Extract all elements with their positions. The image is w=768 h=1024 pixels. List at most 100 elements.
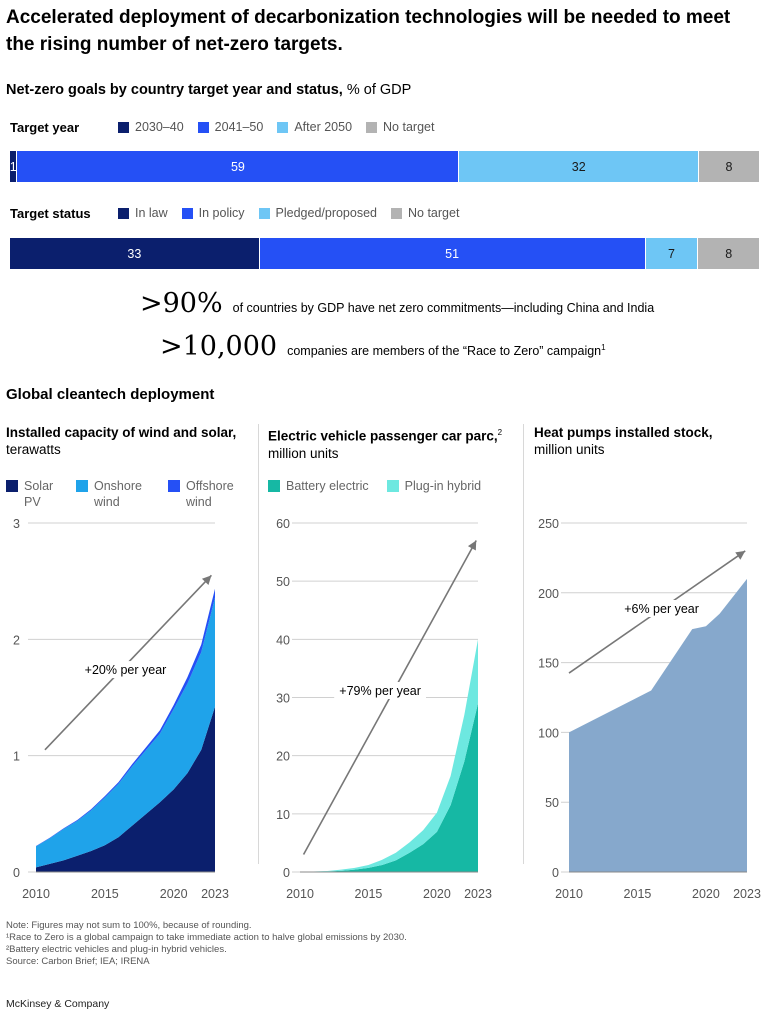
subtitle-bold: Net-zero goals by country target year an… bbox=[6, 82, 343, 98]
legend-item: Plug-in hybrid bbox=[386, 478, 482, 494]
bar-segment: 59 bbox=[17, 151, 460, 182]
y-tick-label: 200 bbox=[538, 587, 559, 601]
legend-item: Solar PV bbox=[6, 478, 58, 510]
bar-segment: 51 bbox=[259, 238, 646, 269]
panel-title-ev: Electric vehicle passenger car parc,2 mi… bbox=[268, 424, 523, 462]
stat-companies: >10,000 companies are members of the “Ra… bbox=[160, 331, 606, 362]
stat-big-number: >10,000 bbox=[160, 331, 278, 362]
legend-item: No target bbox=[366, 120, 434, 134]
y-tick-label: 3 bbox=[13, 517, 20, 531]
target-year-legend: 2030–40 2041–50 After 2050 No target bbox=[118, 120, 448, 134]
legend-swatch bbox=[386, 480, 399, 492]
x-tick-label: 2010 bbox=[286, 887, 314, 901]
footnote-marker: 2 bbox=[497, 428, 503, 437]
legend-label: In law bbox=[135, 206, 168, 220]
stat-gdp: >90% of countries by GDP have net zero c… bbox=[140, 288, 654, 319]
panel-divider bbox=[523, 424, 524, 864]
bar-segment: 7 bbox=[645, 238, 699, 269]
footnote-marker: 1 bbox=[601, 342, 606, 352]
panel-title-wind-solar: Installed capacity of wind and solar, te… bbox=[6, 424, 251, 458]
y-tick-label: 50 bbox=[276, 575, 290, 589]
legend-item: Offshore wind bbox=[168, 478, 242, 510]
x-tick-label: 2015 bbox=[624, 887, 652, 901]
y-tick-label: 20 bbox=[276, 750, 290, 764]
annotation-bg bbox=[79, 661, 172, 679]
target-year-bar: 1 59 32 8 bbox=[10, 151, 759, 182]
legend-item: In policy bbox=[181, 206, 245, 220]
legend-swatch bbox=[168, 480, 180, 492]
bar-segment: 33 bbox=[10, 238, 260, 269]
target-status-label: Target status bbox=[10, 206, 91, 221]
section-title: Global cleantech deployment bbox=[6, 386, 215, 403]
y-tick-label: 60 bbox=[276, 517, 290, 531]
panel-unit: terawatts bbox=[6, 442, 61, 457]
legend-label: After 2050 bbox=[294, 120, 353, 134]
x-tick-label: 2010 bbox=[555, 887, 583, 901]
area-series bbox=[36, 706, 215, 872]
legend-item: 2041–50 bbox=[197, 120, 263, 134]
trend-arrow-head bbox=[467, 540, 477, 551]
x-tick-label: 2020 bbox=[160, 887, 188, 901]
x-tick-label: 2015 bbox=[355, 887, 383, 901]
subtitle: Net-zero goals by country target year an… bbox=[6, 82, 411, 98]
stat-text-body: companies are members of the “Race to Ze… bbox=[287, 344, 602, 358]
panel-title-text: Installed capacity of wind and solar, bbox=[6, 425, 237, 440]
panel-legend-wind-solar: Solar PV Onshore wind Offshore wind bbox=[6, 478, 260, 510]
y-tick-label: 250 bbox=[538, 517, 559, 531]
y-tick-label: 10 bbox=[276, 808, 290, 822]
target-status-legend: In law In policy Pledged/proposed No tar… bbox=[118, 206, 473, 220]
legend-item: Onshore wind bbox=[76, 478, 150, 510]
area-series bbox=[569, 578, 747, 872]
panel-unit: million units bbox=[268, 445, 339, 461]
legend-label: 2030–40 bbox=[135, 120, 184, 134]
legend-item: No target bbox=[391, 206, 459, 220]
annotation-bg bbox=[618, 599, 705, 617]
legend-swatch bbox=[258, 207, 270, 219]
note-line: ¹Race to Zero is a global campaign to ta… bbox=[6, 932, 407, 943]
y-tick-label: 1 bbox=[13, 750, 20, 764]
legend-label: Solar PV bbox=[24, 479, 54, 509]
bar-segment: 8 bbox=[699, 151, 759, 182]
x-tick-label: 2010 bbox=[22, 887, 50, 901]
legend-swatch bbox=[6, 480, 18, 492]
y-tick-label: 40 bbox=[276, 633, 290, 647]
target-year-label: Target year bbox=[10, 120, 80, 135]
trend-arrow-head bbox=[201, 575, 212, 585]
trend-arrow-head bbox=[735, 550, 746, 560]
bar-segment: 8 bbox=[698, 238, 759, 269]
legend-swatch bbox=[76, 480, 88, 492]
legend-swatch bbox=[181, 207, 193, 219]
growth-annotation: +20% per year bbox=[85, 663, 167, 677]
x-tick-label: 2023 bbox=[201, 887, 229, 901]
y-tick-label: 0 bbox=[13, 866, 20, 880]
legend-label: Battery electric bbox=[286, 479, 369, 493]
legend-item: After 2050 bbox=[277, 120, 352, 134]
legend-label: Pledged/proposed bbox=[275, 206, 377, 220]
y-tick-label: 0 bbox=[552, 866, 559, 880]
subtitle-unit: % of GDP bbox=[346, 82, 412, 98]
panel-unit: million units bbox=[534, 442, 605, 457]
legend-label: Plug-in hybrid bbox=[404, 479, 482, 493]
note-line: Source: Carbon Brief; IEA; IRENA bbox=[6, 956, 150, 967]
x-tick-label: 2020 bbox=[692, 887, 720, 901]
growth-annotation: +79% per year bbox=[339, 684, 421, 698]
notes: Note: Figures may not sum to 100%, becau… bbox=[6, 920, 407, 968]
stat-text: companies are members of the “Race to Ze… bbox=[287, 343, 605, 358]
legend-swatch bbox=[277, 121, 289, 133]
legend-label: Onshore wind bbox=[94, 479, 142, 509]
panel-title-text: Heat pumps installed stock, bbox=[534, 425, 713, 440]
panel-divider bbox=[258, 424, 259, 864]
legend-swatch bbox=[118, 121, 129, 133]
y-tick-label: 50 bbox=[545, 796, 559, 810]
growth-annotation: +6% per year bbox=[624, 602, 699, 616]
bar-segment: 32 bbox=[459, 151, 700, 182]
target-status-bar: 33 51 7 8 bbox=[10, 238, 759, 269]
y-tick-label: 30 bbox=[276, 692, 290, 706]
legend-swatch bbox=[391, 207, 402, 219]
legend-swatch bbox=[197, 121, 209, 133]
panel-title-heat-pumps: Heat pumps installed stock, million unit… bbox=[534, 424, 764, 458]
note-line: Note: Figures may not sum to 100%, becau… bbox=[6, 920, 252, 931]
legend-swatch bbox=[268, 480, 280, 492]
legend-swatch bbox=[366, 121, 378, 133]
x-tick-label: 2015 bbox=[91, 887, 119, 901]
